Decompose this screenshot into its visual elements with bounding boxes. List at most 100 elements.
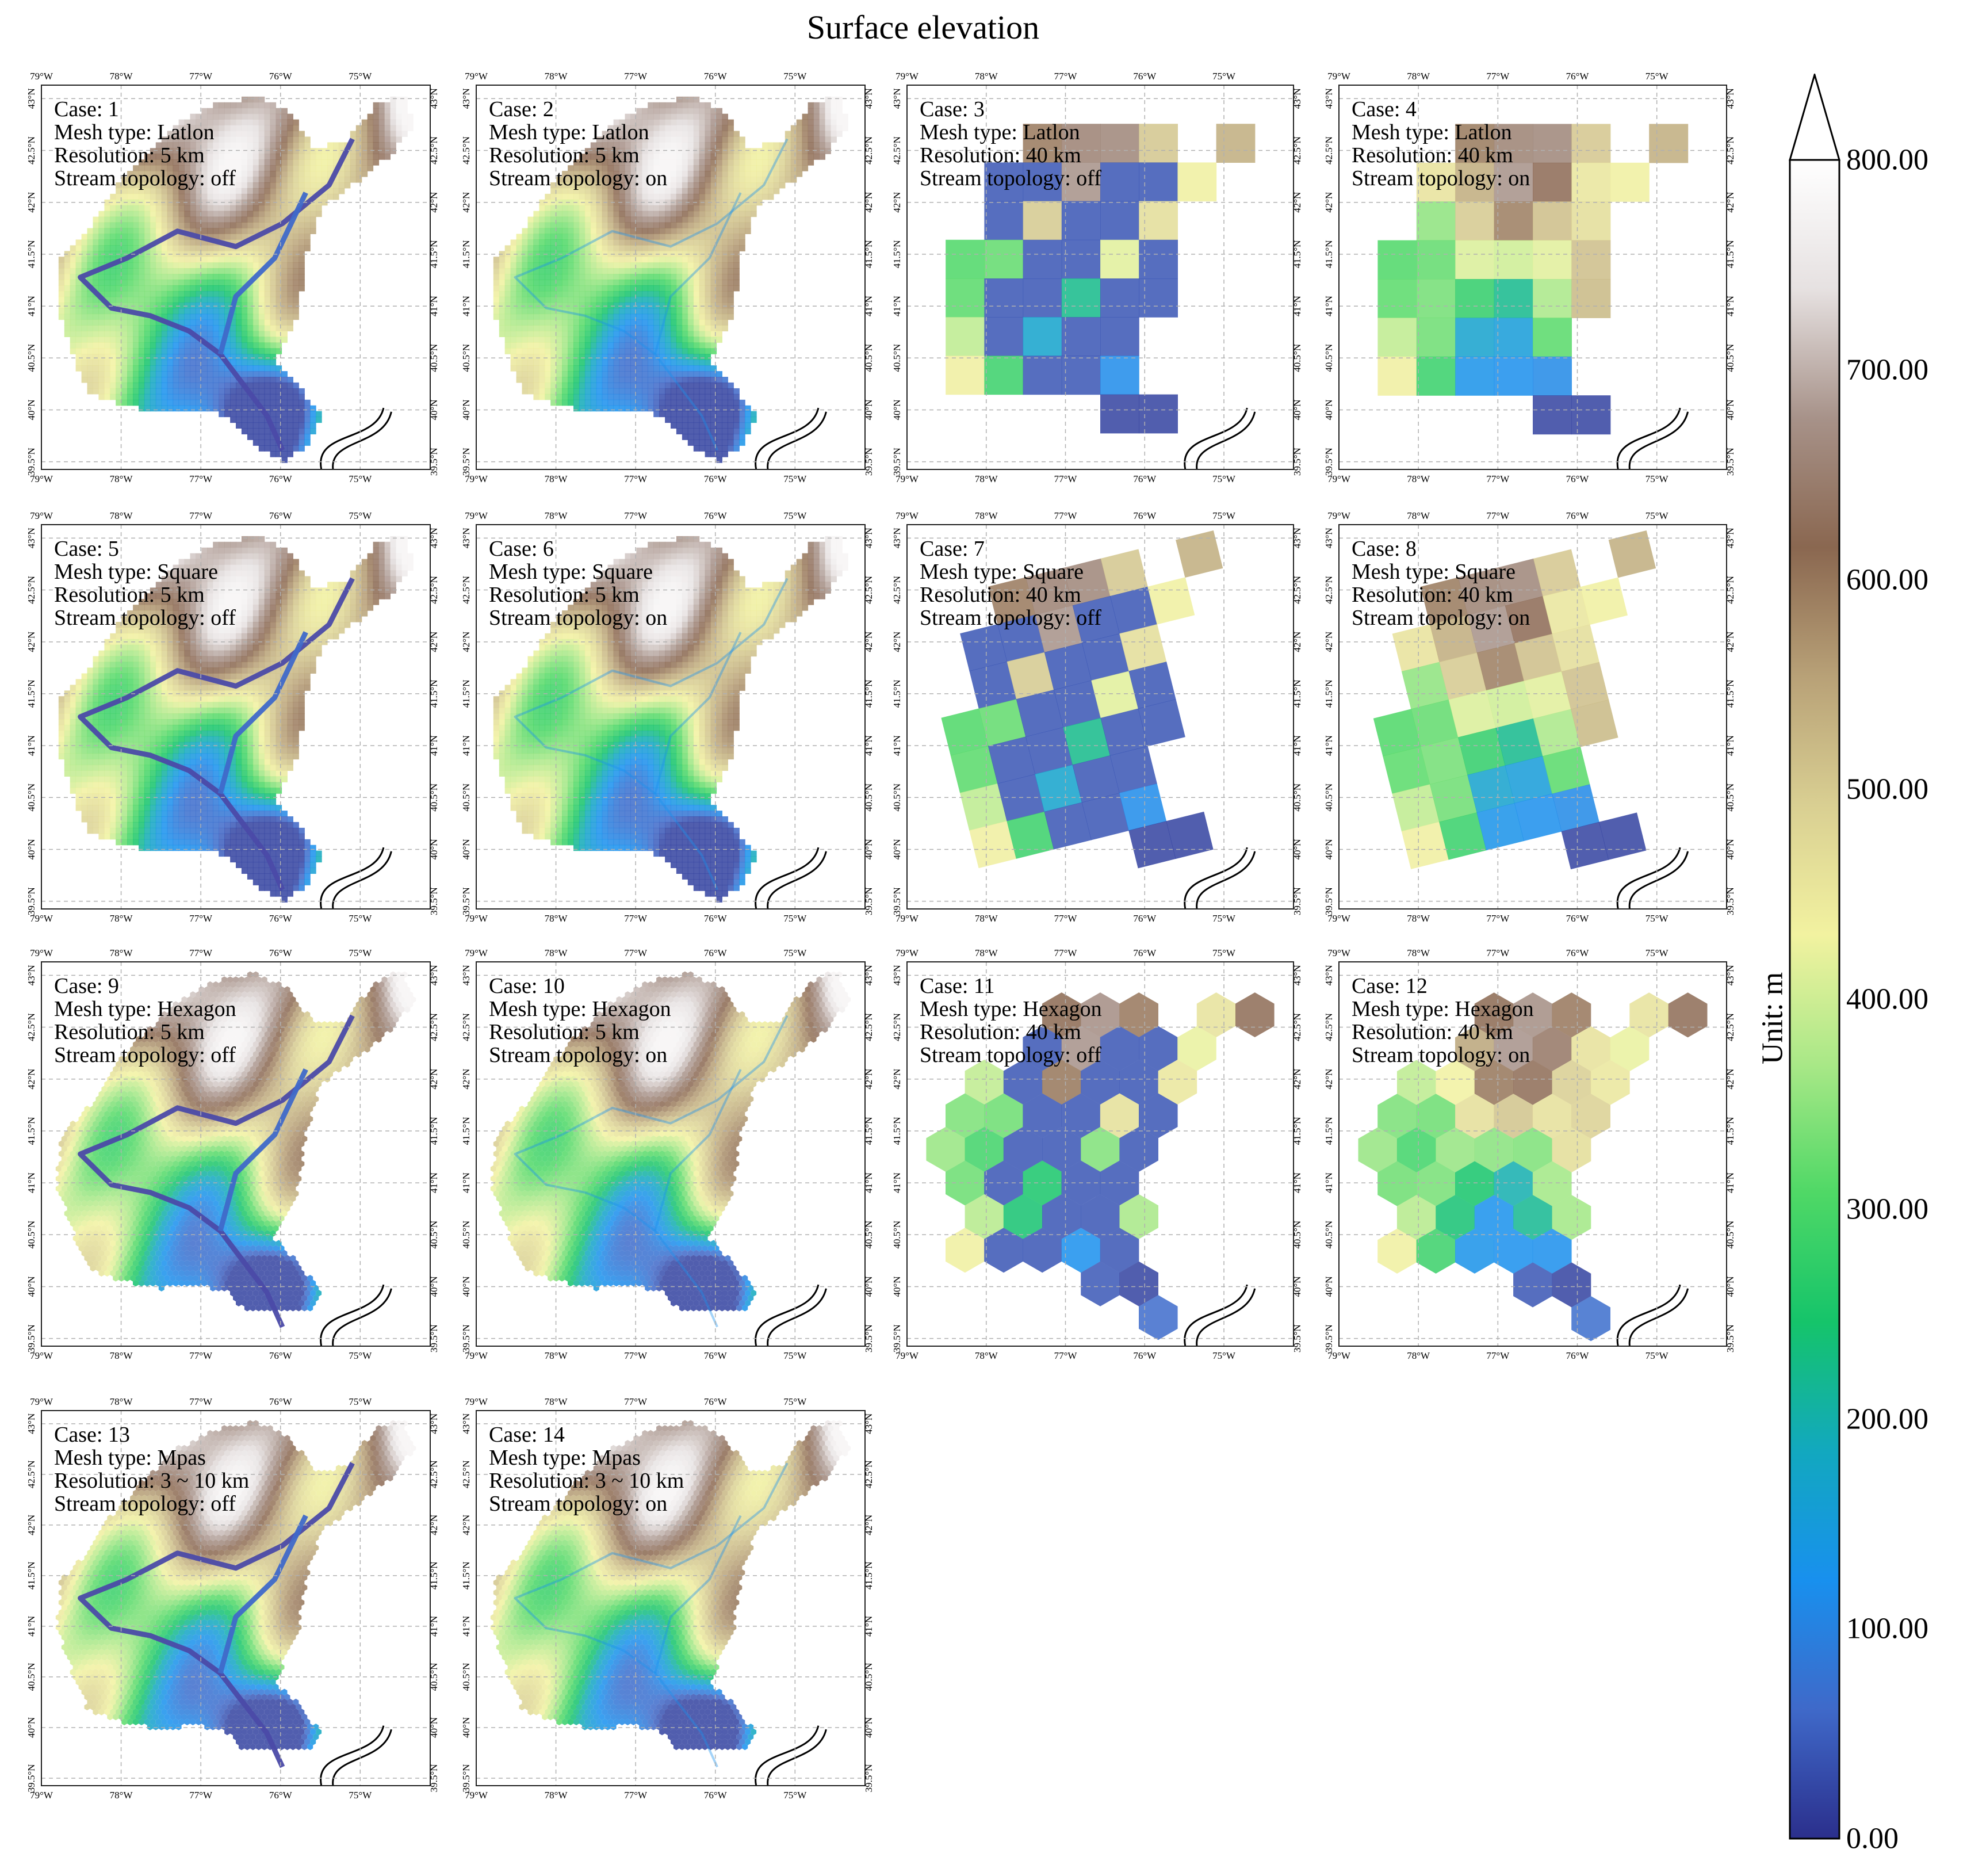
elevation-cell: [167, 148, 174, 154]
elevation-cell: [241, 314, 248, 320]
elevation-cell: [625, 377, 631, 383]
elevation-cell: [390, 587, 396, 594]
elevation-cell: [139, 399, 145, 406]
elevation-cell: [705, 245, 711, 251]
elevation-cell: [173, 314, 179, 320]
elevation-cell: [728, 382, 734, 389]
elevation-cell: [93, 245, 99, 251]
elevation-cell: [196, 360, 202, 366]
elevation-cell: [230, 405, 236, 412]
elevation-cell: [155, 325, 162, 331]
elevation-cell: [196, 564, 202, 571]
elevation-cell: [98, 257, 105, 263]
elevation-cell: [699, 308, 706, 315]
elevation-cell: [270, 159, 277, 166]
elevation-cell: [58, 291, 65, 297]
elevation-cell: [196, 599, 202, 605]
elevation-cell: [562, 314, 568, 320]
elevation-cell: [676, 182, 683, 189]
elevation-cell: [155, 245, 162, 251]
elevation-cell: [207, 222, 213, 229]
elevation-cell: [533, 365, 539, 372]
elevation-cell: [653, 188, 660, 194]
elevation-cell: [270, 154, 277, 160]
elevation-cell: [493, 291, 500, 297]
elevation-cell: [190, 605, 196, 611]
elevation-cell: [161, 337, 168, 343]
elevation-cell: [224, 587, 231, 594]
elevation-cell: [522, 377, 528, 383]
elevation-cell: [247, 360, 254, 366]
elevation-cell: [361, 136, 368, 143]
elevation-cell: [116, 182, 122, 189]
elevation-cell: [264, 182, 271, 189]
elevation-cell: [710, 285, 717, 292]
elevation-cell: [716, 377, 722, 383]
elevation-cell: [768, 154, 774, 160]
elevation-cell: [219, 576, 225, 582]
elevation-cell: [636, 154, 642, 160]
elevation-cell: [236, 245, 242, 251]
elevation-cell: [1455, 356, 1495, 396]
elevation-cell: [716, 159, 722, 166]
elevation-cell: [173, 193, 179, 200]
elevation-cell: [252, 576, 259, 582]
elevation-cell: [705, 165, 711, 171]
elevation-cell: [293, 570, 299, 576]
elevation-cell: [648, 136, 654, 143]
elevation-cell: [252, 342, 259, 349]
elevation-cell: [562, 302, 568, 309]
elevation-cell: [1494, 124, 1533, 163]
elevation-cell: [728, 257, 734, 263]
elevation-cell: [550, 331, 557, 337]
elevation-cell: [287, 142, 293, 148]
elevation-cell: [745, 405, 751, 412]
elevation-cell: [270, 171, 277, 177]
elevation-cell: [173, 605, 179, 611]
elevation-cell: [201, 285, 208, 292]
elevation-cell: [596, 205, 603, 212]
elevation-cell: [150, 371, 156, 377]
elevation-cell: [104, 199, 110, 206]
elevation-cell: [230, 547, 236, 554]
elevation-cell: [527, 296, 534, 303]
lat-tick-label: 40°N: [428, 399, 439, 420]
elevation-cell: [545, 251, 551, 257]
elevation-cell: [676, 268, 683, 274]
elevation-cell: [150, 296, 156, 303]
elevation-cell: [699, 171, 706, 177]
elevation-cell: [150, 228, 156, 234]
elevation-cell: [602, 228, 609, 234]
elevation-cell: [710, 296, 717, 303]
elevation-cell: [710, 371, 717, 377]
elevation-cell: [596, 393, 603, 400]
lon-tick-label: 79°W: [465, 71, 488, 82]
elevation-cell: [207, 171, 213, 177]
elevation-cell: [190, 599, 196, 605]
elevation-cell: [361, 131, 368, 137]
elevation-cell: [361, 148, 368, 154]
elevation-cell: [584, 222, 591, 229]
elevation-cell: [219, 564, 225, 571]
elevation-cell: [241, 553, 248, 560]
elevation-cell: [630, 234, 637, 240]
elevation-cell: [258, 113, 265, 120]
elevation-cell: [659, 211, 665, 217]
elevation-cell: [264, 393, 271, 400]
elevation-cell: [602, 365, 609, 372]
elevation-cell: [247, 570, 254, 576]
elevation-cell: [219, 559, 225, 566]
elevation-cell: [762, 154, 768, 160]
elevation-cell: [201, 251, 208, 257]
elevation-cell: [659, 308, 665, 315]
elevation-cell: [252, 434, 259, 440]
elevation-cell: [556, 216, 562, 223]
elevation-cell: [636, 405, 642, 412]
elevation-cell: [596, 136, 603, 143]
elevation-cell: [556, 354, 562, 360]
elevation-cell: [247, 228, 254, 234]
elevation-cell: [161, 314, 168, 320]
elevation-cell: [241, 593, 248, 599]
elevation-cell: [716, 165, 722, 171]
elevation-cell: [230, 388, 236, 395]
